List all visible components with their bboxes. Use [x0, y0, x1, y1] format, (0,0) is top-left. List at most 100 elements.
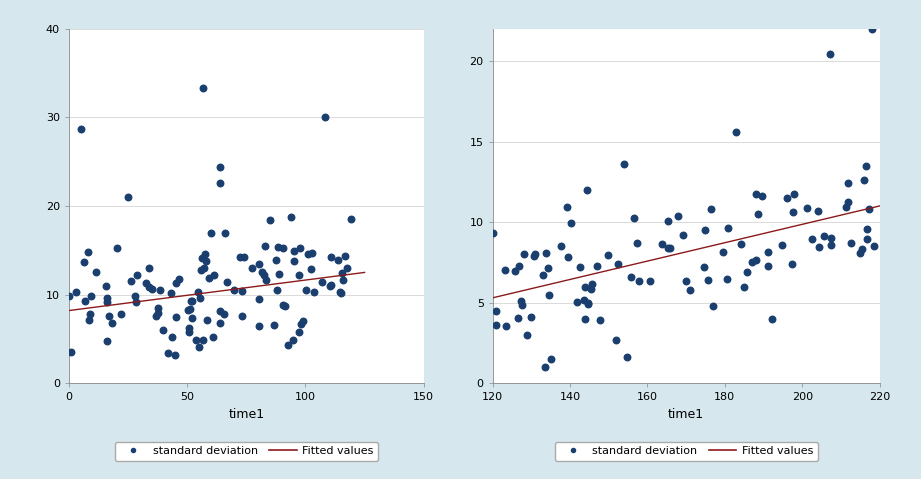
Point [235, 312, 250, 319]
Point [213, 307, 227, 315]
Point [152, 286, 167, 294]
Point [519, 331, 534, 338]
Point [812, 243, 827, 251]
Point [626, 215, 641, 222]
Point [324, 281, 339, 289]
Point [62, 292, 76, 299]
Point [181, 324, 196, 332]
Point [786, 208, 800, 216]
Point [156, 326, 170, 334]
Point [100, 298, 115, 306]
Point [314, 278, 329, 286]
Point [539, 250, 554, 257]
Point [729, 128, 744, 136]
Point [297, 317, 311, 325]
Point [324, 253, 339, 261]
Point [844, 240, 858, 247]
Point [581, 300, 596, 308]
Point [213, 163, 227, 171]
Point [671, 212, 686, 219]
Point [281, 341, 296, 348]
Point [88, 268, 103, 276]
Point [130, 272, 145, 279]
Point [561, 253, 576, 261]
Point [300, 250, 315, 258]
Point [181, 328, 196, 336]
Point [787, 190, 801, 198]
Point [515, 301, 530, 309]
Point [749, 191, 764, 198]
Point [286, 257, 301, 264]
Point [192, 294, 207, 302]
Point [697, 226, 712, 233]
Point [191, 288, 205, 296]
Point [855, 245, 869, 253]
Point [600, 251, 615, 259]
Point [542, 292, 556, 299]
Point [272, 270, 286, 277]
Point [333, 289, 348, 297]
Point [779, 194, 794, 202]
Point [262, 217, 277, 224]
Point [499, 322, 514, 330]
Point [523, 313, 538, 320]
Point [206, 333, 221, 341]
Point [104, 319, 119, 327]
Point [82, 316, 97, 323]
Point [195, 84, 210, 92]
Point [737, 283, 752, 291]
Point [754, 192, 769, 200]
Point [489, 308, 504, 315]
Point [620, 354, 635, 361]
Point [266, 321, 281, 329]
Point [64, 349, 78, 356]
Point [307, 288, 321, 296]
Point [271, 243, 286, 251]
Point [114, 310, 129, 318]
Point [278, 302, 293, 310]
Point [528, 250, 542, 258]
Point [151, 309, 166, 317]
Point [841, 179, 856, 187]
Point [573, 263, 588, 271]
Point [235, 287, 250, 295]
Point [609, 336, 624, 343]
Point [69, 288, 84, 296]
Point [198, 250, 213, 258]
Point [733, 240, 748, 248]
Point [183, 297, 198, 305]
Point [245, 264, 260, 272]
Point [554, 242, 568, 250]
Point [512, 262, 527, 270]
Point [697, 263, 712, 271]
Point [682, 286, 697, 294]
Point [142, 264, 157, 272]
Point [195, 336, 210, 343]
Point [585, 280, 600, 287]
Point [323, 282, 338, 289]
Point [199, 316, 214, 324]
Point [331, 256, 345, 264]
Point [655, 240, 670, 248]
Point [196, 264, 211, 272]
Point [185, 315, 200, 322]
Point [592, 317, 607, 324]
Point [662, 244, 677, 252]
Point [218, 229, 233, 237]
Point [660, 244, 675, 252]
Point [485, 229, 500, 237]
Point [161, 349, 176, 356]
Point [169, 313, 184, 320]
Point [258, 242, 273, 250]
Point [233, 253, 248, 261]
Point [99, 294, 114, 301]
Point [237, 253, 251, 261]
X-axis label: time1: time1 [228, 408, 264, 421]
Point [181, 306, 195, 314]
Point [839, 204, 854, 211]
Point [164, 289, 179, 297]
Point [624, 273, 639, 280]
Point [284, 213, 298, 220]
Point [194, 254, 209, 262]
Point [859, 226, 874, 233]
